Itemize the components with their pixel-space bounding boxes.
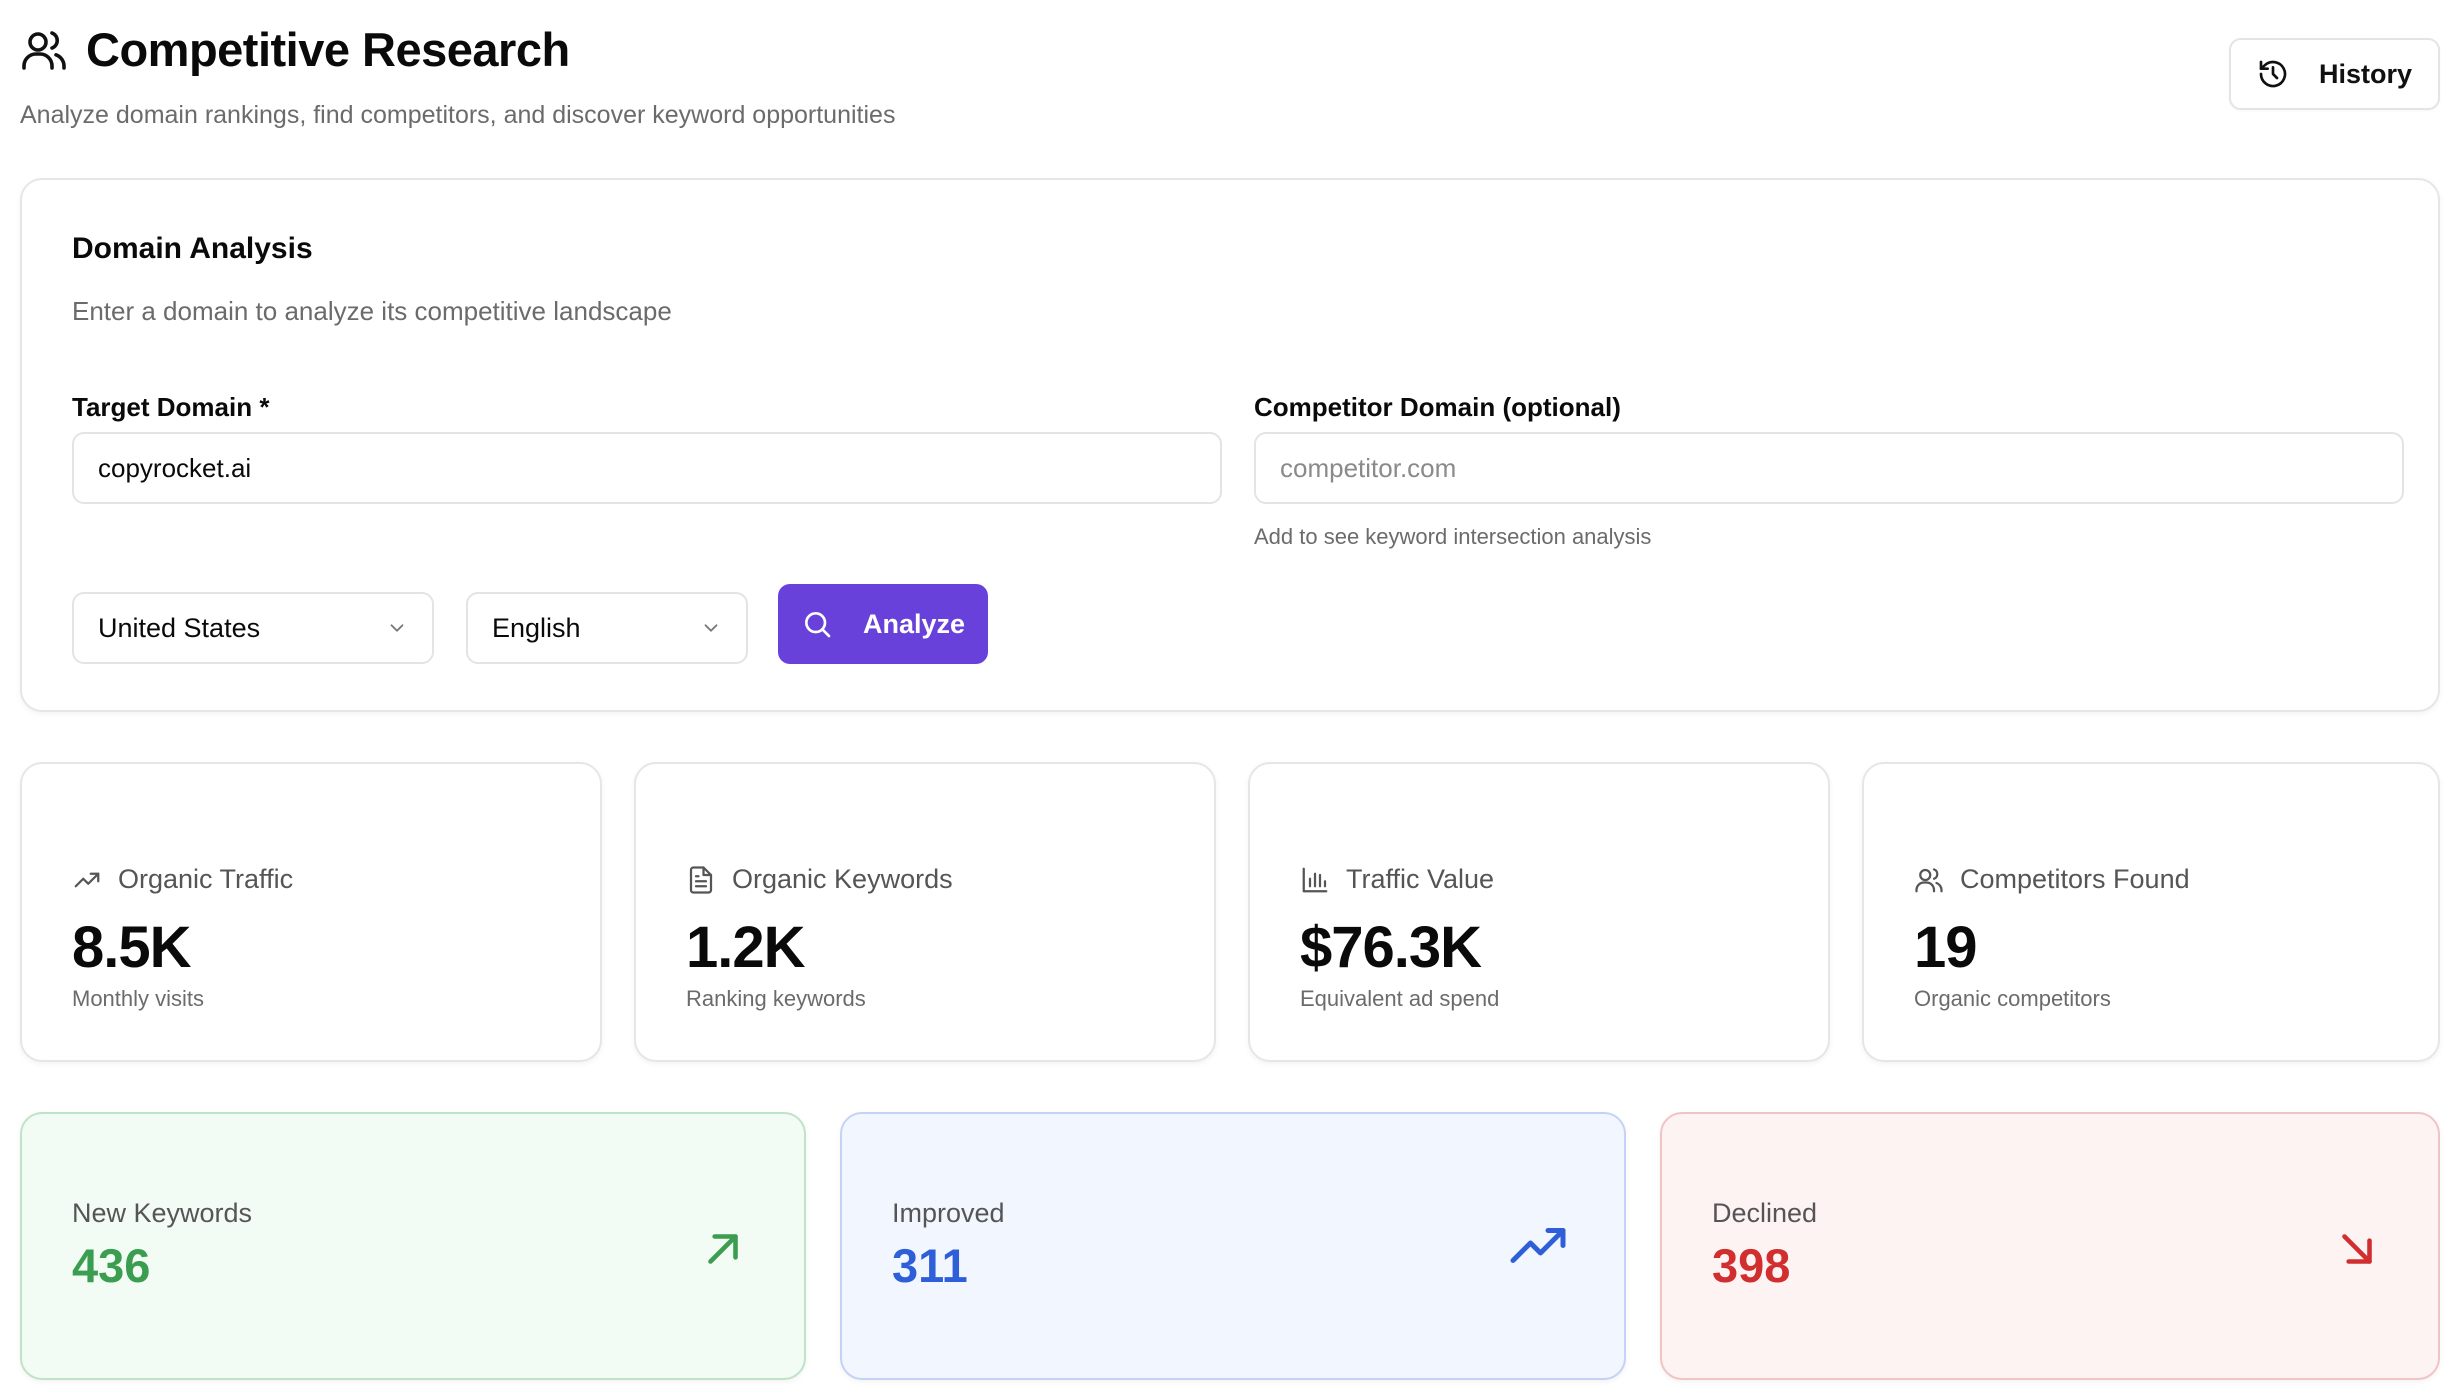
competitor-domain-input[interactable]: competitor.com — [1254, 432, 2404, 504]
stat-label: Organic Traffic — [118, 864, 294, 894]
analyze-button[interactable]: Analyze — [778, 584, 988, 664]
target-domain-input[interactable]: copyrocket.ai — [72, 432, 1222, 504]
stat-label: Traffic Value — [1346, 864, 1495, 894]
title-row: Competitive Research — [20, 22, 2440, 77]
trend-label: Declined — [1712, 1198, 1818, 1228]
chevron-down-icon — [704, 624, 718, 632]
domain-analysis-description: Enter a domain to analyze its competitiv… — [72, 296, 672, 326]
stat-value: 8.5K — [72, 915, 192, 980]
stat-header: Organic Keywords — [686, 864, 953, 895]
stat-value: 1.2K — [686, 915, 806, 980]
arrow-down-right-icon — [2342, 1234, 2372, 1264]
stat-label: Competitors Found — [1960, 864, 2190, 894]
analyze-label: Analyze — [862, 608, 966, 639]
country-select[interactable]: United States — [72, 592, 434, 664]
competitor-domain-label: Competitor Domain (optional) — [1254, 392, 1621, 422]
stat-value: $76.3K — [1300, 915, 1482, 980]
stat-sub: Equivalent ad spend — [1300, 986, 1500, 1011]
trend-card-new-keywords: New Keywords 436 — [20, 1112, 806, 1380]
trend-label: Improved — [892, 1198, 1005, 1228]
bar-chart-icon — [1302, 867, 1328, 892]
stat-card-competitors-found: Competitors Found 19 Organic competitors — [1862, 762, 2440, 1062]
language-value: English — [492, 612, 581, 643]
trend-card-declined: Declined 398 — [1660, 1112, 2440, 1380]
page-title: Competitive Research — [86, 23, 570, 76]
history-label: History — [2318, 58, 2412, 89]
search-icon — [804, 612, 831, 638]
stat-sub: Ranking keywords — [686, 986, 866, 1011]
chevron-down-icon — [390, 624, 404, 632]
stat-sub: Monthly visits — [72, 986, 205, 1011]
stat-sub: Organic competitors — [1914, 986, 2111, 1011]
arrow-up-right-icon — [708, 1234, 738, 1264]
stat-card-organic-traffic: Organic Traffic 8.5K Monthly visits — [20, 762, 602, 1062]
domain-analysis-title: Domain Analysis — [72, 232, 313, 265]
users-icon — [20, 26, 68, 74]
trending-up-icon — [1510, 1228, 1566, 1263]
trend-value: 311 — [892, 1239, 968, 1292]
target-domain-label: Target Domain * — [72, 392, 270, 422]
page-subtitle: Analyze domain rankings, find competitor… — [20, 101, 896, 129]
stat-card-organic-keywords: Organic Keywords 1.2K Ranking keywords — [634, 762, 1216, 1062]
stat-header: Organic Traffic — [72, 864, 293, 895]
trending-up-icon — [74, 872, 100, 887]
competitor-hint: Add to see keyword intersection analysis — [1254, 524, 1652, 549]
stat-header: Traffic Value — [1300, 864, 1494, 895]
trend-value: 436 — [72, 1239, 151, 1292]
stat-label: Organic Keywords — [732, 864, 953, 894]
trend-card-improved: Improved 311 — [840, 1112, 1626, 1380]
stat-value: 19 — [1914, 915, 1978, 980]
page-header: Competitive Research Analyze domain rank… — [20, 22, 2440, 142]
history-button[interactable]: History — [2228, 38, 2440, 110]
country-value: United States — [98, 612, 261, 643]
history-icon — [2259, 60, 2287, 88]
language-select[interactable]: English — [466, 592, 748, 664]
trend-value: 398 — [1712, 1239, 1791, 1292]
domain-analysis-card: Domain Analysis Enter a domain to analyz… — [20, 178, 2440, 712]
users-icon — [1915, 867, 1943, 892]
stat-header: Competitors Found — [1914, 864, 2190, 895]
document-icon — [689, 865, 713, 894]
stat-card-traffic-value: Traffic Value $76.3K Equivalent ad spend — [1248, 762, 1830, 1062]
trend-label: New Keywords — [72, 1198, 253, 1228]
